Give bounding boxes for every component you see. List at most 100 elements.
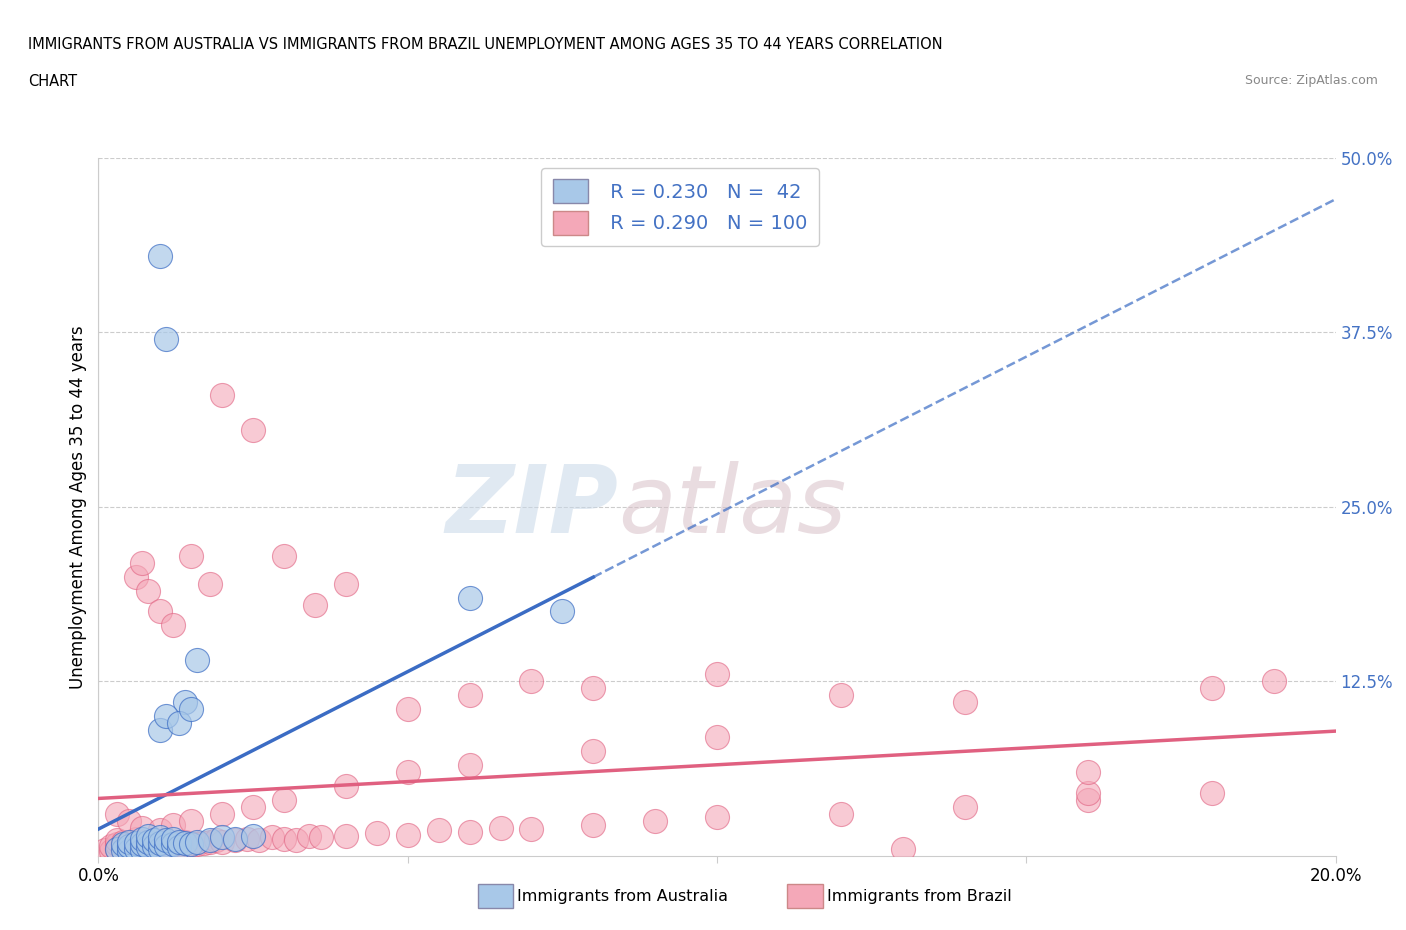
Point <box>706 667 728 682</box>
Point <box>706 729 728 744</box>
Point <box>1201 681 1223 696</box>
Point <box>155 833 177 848</box>
Point <box>458 757 481 772</box>
Point <box>180 839 202 854</box>
Point <box>131 843 153 857</box>
Point <box>149 604 172 619</box>
Point <box>273 549 295 564</box>
Point <box>131 843 153 857</box>
Point <box>224 833 246 848</box>
Point <box>162 837 184 852</box>
Point <box>105 806 128 821</box>
Y-axis label: Unemployment Among Ages 35 to 44 years: Unemployment Among Ages 35 to 44 years <box>69 326 87 688</box>
Point <box>118 836 141 850</box>
Point <box>162 839 184 854</box>
Point <box>247 833 270 848</box>
Point <box>124 842 146 856</box>
Point <box>174 834 197 849</box>
Point <box>136 840 159 855</box>
Point <box>143 842 166 856</box>
Point <box>149 834 172 849</box>
Point <box>644 813 666 829</box>
Point <box>162 831 184 846</box>
Point <box>582 744 605 759</box>
Point <box>149 248 172 263</box>
Point <box>193 836 215 850</box>
Point <box>285 833 308 848</box>
Point <box>396 702 419 717</box>
Point <box>118 834 141 849</box>
Point <box>167 716 190 731</box>
Point <box>211 388 233 403</box>
Point <box>273 831 295 846</box>
Point <box>953 695 976 710</box>
Point <box>458 825 481 840</box>
Point <box>180 813 202 829</box>
Point <box>105 842 128 856</box>
Point <box>211 806 233 821</box>
Point <box>118 840 141 855</box>
Point <box>458 591 481 605</box>
Point <box>124 836 146 850</box>
Text: ZIP: ZIP <box>446 461 619 552</box>
Point <box>224 831 246 846</box>
Point <box>1263 673 1285 688</box>
Point <box>143 833 166 848</box>
Point <box>366 826 388 841</box>
Point <box>396 828 419 843</box>
Point <box>167 836 190 850</box>
Point <box>298 829 321 844</box>
Point <box>124 831 146 846</box>
Point <box>100 839 122 854</box>
Point <box>131 831 153 846</box>
Point <box>167 840 190 855</box>
Point <box>112 837 135 852</box>
Point <box>155 837 177 852</box>
Point <box>136 829 159 844</box>
Point <box>335 577 357 591</box>
Point <box>520 673 543 688</box>
Point <box>1201 785 1223 800</box>
Point <box>162 618 184 633</box>
Point <box>953 800 976 815</box>
Point <box>396 764 419 779</box>
Point <box>211 834 233 849</box>
Point <box>211 830 233 845</box>
Point <box>118 839 141 854</box>
Point <box>174 695 197 710</box>
Point <box>149 842 172 856</box>
Point <box>118 813 141 829</box>
Point <box>131 837 153 852</box>
Text: IMMIGRANTS FROM AUSTRALIA VS IMMIGRANTS FROM BRAZIL UNEMPLOYMENT AMONG AGES 35 T: IMMIGRANTS FROM AUSTRALIA VS IMMIGRANTS … <box>28 37 943 52</box>
Point <box>149 836 172 850</box>
Point <box>1077 764 1099 779</box>
Point <box>167 842 190 856</box>
Point <box>112 834 135 849</box>
Point <box>105 833 128 848</box>
Point <box>112 843 135 857</box>
Text: Source: ZipAtlas.com: Source: ZipAtlas.com <box>1244 74 1378 87</box>
Point <box>124 842 146 856</box>
Point <box>100 844 122 859</box>
Point <box>93 843 115 857</box>
Point <box>427 823 450 838</box>
Point <box>198 833 221 848</box>
Point <box>131 839 153 854</box>
Point <box>124 569 146 584</box>
Point <box>180 837 202 852</box>
Legend:  R = 0.230   N =  42,  R = 0.290   N = 100: R = 0.230 N = 42, R = 0.290 N = 100 <box>541 167 818 246</box>
Point <box>136 583 159 598</box>
Point <box>260 830 283 845</box>
Point <box>830 688 852 703</box>
Point <box>105 842 128 856</box>
Point <box>136 844 159 859</box>
Point <box>891 842 914 856</box>
Point <box>205 833 228 848</box>
Point <box>335 778 357 793</box>
Point <box>830 806 852 821</box>
Point <box>131 834 153 849</box>
Point <box>118 844 141 859</box>
Point <box>520 822 543 837</box>
Point <box>149 839 172 854</box>
Point <box>1077 792 1099 807</box>
